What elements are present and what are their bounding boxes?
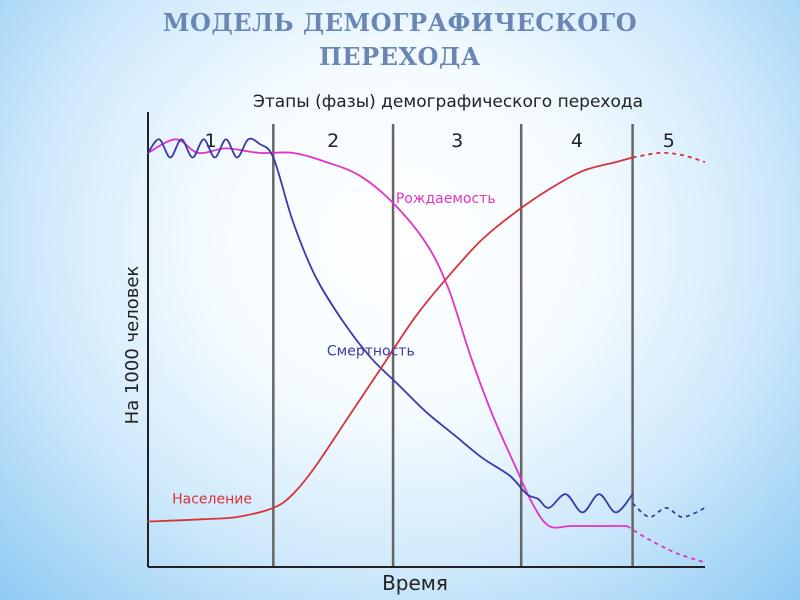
series-name-1: Рождаемость [396,191,496,207]
slide-title-line-2: ПЕРЕХОДА [319,42,481,71]
slide-title: МОДЕЛЬ ДЕМОГРАФИЧЕСКОГО ПЕРЕХОДА [0,6,800,74]
series-labels: Рождаемость Смертность Население [172,191,495,507]
x-axis-label: Время [382,571,448,595]
series-projection-2 [631,502,706,518]
phase-label-3: 3 [451,130,463,152]
phase-label-2: 2 [327,130,339,152]
series-line-1 [147,138,628,529]
series-line-3 [147,156,634,523]
slide-title-line-1: МОДЕЛЬ ДЕМОГРАФИЧЕСКОГО [162,8,638,37]
series-projection-3 [632,151,706,163]
chart-title: Этапы (фазы) демографического перехода [253,92,643,112]
series-lines [147,137,706,564]
phase-label-4: 4 [571,130,583,152]
phase-dividers [272,124,634,567]
series-name-3: Население [172,491,252,507]
y-axis-label: На 1000 человек [122,266,143,425]
phase-label-5: 5 [663,130,675,152]
series-projection-1 [626,525,706,564]
series-line-2 [147,137,634,514]
series-name-2: Смертность [327,344,415,360]
